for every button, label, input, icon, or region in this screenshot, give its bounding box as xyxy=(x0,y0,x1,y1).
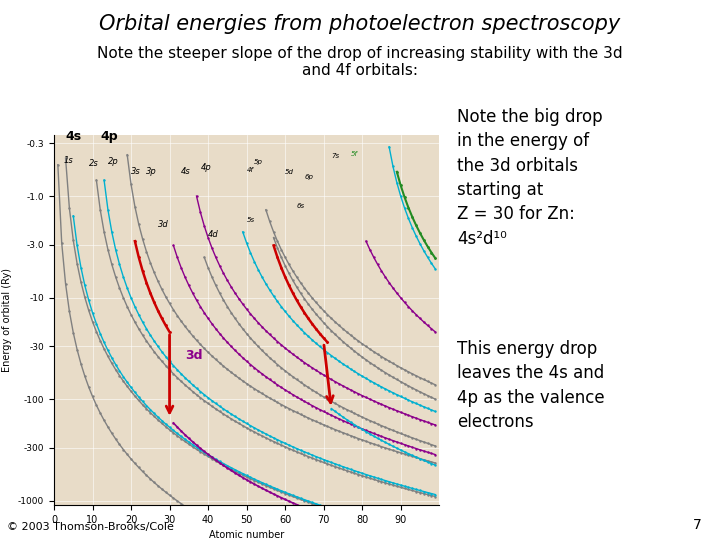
X-axis label: Atomic number: Atomic number xyxy=(209,530,284,540)
Text: 5f: 5f xyxy=(351,151,358,157)
Text: 5s: 5s xyxy=(246,217,255,223)
Text: 4s: 4s xyxy=(66,130,81,143)
Text: 6p: 6p xyxy=(305,174,313,180)
Text: 5p: 5p xyxy=(254,159,264,165)
Y-axis label: Energy of orbital (Ry): Energy of orbital (Ry) xyxy=(2,268,12,372)
Text: 7s: 7s xyxy=(331,153,339,159)
Text: 3d: 3d xyxy=(185,349,202,362)
Text: Note the steeper slope of the drop of increasing stability with the 3d
and 4f or: Note the steeper slope of the drop of in… xyxy=(97,46,623,78)
Text: 6s: 6s xyxy=(297,202,305,208)
Text: 5d: 5d xyxy=(285,168,294,174)
Text: 4f: 4f xyxy=(246,167,253,173)
Text: 4p: 4p xyxy=(100,130,118,143)
Text: 3d: 3d xyxy=(158,220,168,228)
Text: Note the big drop
in the energy of
the 3d orbitals
starting at
Z = 30 for Zn:
4s: Note the big drop in the energy of the 3… xyxy=(457,108,603,247)
Text: © 2003 Thomson-Brooks/Cole: © 2003 Thomson-Brooks/Cole xyxy=(7,522,174,532)
Text: This energy drop
leaves the 4s and
4p as the valence
electrons: This energy drop leaves the 4s and 4p as… xyxy=(457,340,605,431)
Text: Orbital energies from photoelectron spectroscopy: Orbital energies from photoelectron spec… xyxy=(99,14,621,33)
Text: 3p: 3p xyxy=(146,167,157,176)
Text: 2s: 2s xyxy=(89,159,99,167)
Text: 4d: 4d xyxy=(208,230,219,239)
Text: 3s: 3s xyxy=(131,167,141,176)
Text: 4s: 4s xyxy=(181,167,191,176)
Text: 7: 7 xyxy=(693,518,702,532)
Text: 2p: 2p xyxy=(108,157,119,166)
Text: 4p: 4p xyxy=(200,163,211,172)
Text: 1s: 1s xyxy=(63,156,73,165)
